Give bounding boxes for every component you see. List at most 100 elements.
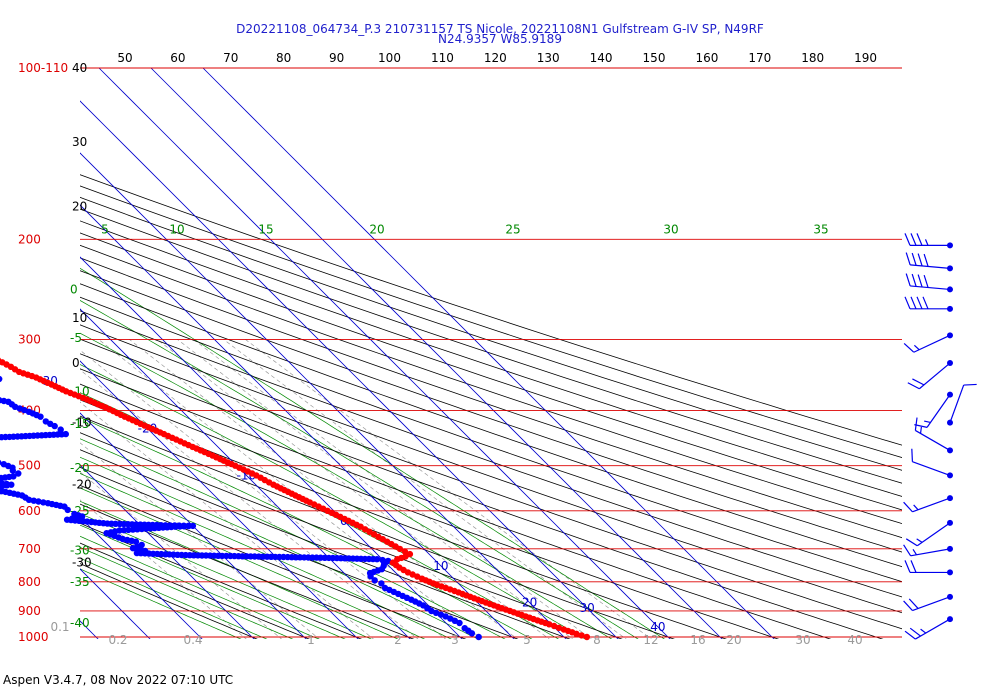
wind-barb-feather [903,343,915,353]
wind-barb [947,383,977,426]
isotherm-line [150,68,723,639]
mixing-ratio-line [177,339,574,639]
wind-barb-feather [911,273,917,287]
wind-barb-half-feather [912,548,918,556]
top-tick-label: 60 [170,51,185,65]
dry-adiabat-line [80,174,902,446]
moist-adiabat-line [80,546,294,639]
wind-barb [903,544,953,557]
dry-adiabat-line [80,383,780,639]
wind-barb-feather [911,448,914,462]
dewpoint-point [468,630,476,637]
isotherm-line [98,68,671,639]
dry-adiabat-line [80,324,902,614]
temperature-point-segment [555,624,563,631]
dewpoint-point [373,556,381,563]
wind-barb-feather [911,252,917,266]
dewpoint-point-segment [40,499,47,506]
temperature-point [396,545,404,553]
mixing-ratio-label: 0.2 [108,633,127,647]
moist-adiabat-label: 30 [663,222,678,236]
moist-adiabat-line [80,568,242,639]
moist-adiabat-label: -40 [70,616,90,630]
wind-barb-staff [912,497,951,513]
mixing-ratio-label: 2 [394,633,402,647]
pressure-label: 300 [18,332,41,346]
mixing-ratio-label: 5 [523,633,531,647]
dry-adiabat-line [80,257,902,539]
wind-barb-feather [923,274,929,288]
wind-barb [905,519,953,547]
moist-adiabat-line [80,456,479,639]
isotherm-label: 10 [433,559,448,573]
dewpoint-point [367,573,374,580]
top-tick-label: 90 [329,51,344,65]
wind-barb-staff [915,618,951,640]
dewpoint-point [37,413,44,420]
dry-adiabat-line [80,283,902,568]
wind-barb [911,448,953,479]
dry-adiabat-line [80,220,902,497]
dewpoint-point [51,422,58,430]
potential-temperature-label: 0 [72,356,80,370]
dewpoint-point-segment [432,609,440,616]
wind-barb [903,332,953,353]
dry-adiabat-line [80,449,571,639]
potential-temperature-label: 40 [72,61,87,75]
wind-barb-feather [905,538,918,547]
wind-barb-feather [909,627,921,637]
wind-barb-half-feather [916,538,923,543]
dewpoint-point [64,506,71,514]
dry-adiabat-line [80,270,902,553]
dewpoint-point [9,467,16,474]
wind-barb-feather [903,600,913,611]
wind-barb-feather [922,296,929,310]
top-tick-label: 100 [378,51,401,65]
moist-adiabat-label: 15 [258,222,273,236]
dry-adiabat-line [80,466,519,639]
isotherm-line [202,68,775,639]
isotherm-line [80,152,567,639]
moist-adiabat-line [80,513,372,639]
mixing-ratio-line [80,471,283,639]
wind-barb-staff [918,362,951,390]
wind-barb-half-feather [919,426,922,434]
dry-adiabat-line [80,185,902,458]
mixing-ratio-label: 12 [643,633,658,647]
temperature-point [394,556,401,563]
wind-barb-staff [912,596,951,612]
wind-barb-feather [903,544,912,557]
mixing-ratio-line [80,442,320,639]
isotherm-line [80,100,619,639]
wind-barb-staff [910,285,951,291]
top-tick-label: 190 [854,51,877,65]
isotherm-line [80,256,463,639]
dry-adiabat-line [80,432,623,639]
dry-adiabat-line [80,563,258,639]
temperature-point-segment [578,632,585,639]
axis-labels: 100-110200300400500600700800900100050607… [18,51,877,647]
wind-barb-feather [910,296,917,310]
wind-barb-staff [916,522,951,547]
wind-barb-half-feather [920,628,927,634]
dewpoint-point [25,496,33,503]
dry-adiabat-line [80,310,902,598]
wind-barb [904,616,953,640]
software-version-footer: Aspen V3.4.7, 08 Nov 2022 07:10 UTC [3,673,234,687]
isotherm-label: 20 [522,596,537,610]
top-tick-label: 110 [431,51,454,65]
top-tick-label: 80 [276,51,291,65]
dry-adiabat-line [80,503,415,639]
mixing-ratio-label: 40 [847,633,862,647]
mixing-ratio-line [80,349,447,639]
moist-adiabat-line [80,417,533,639]
dewpoint-point [0,375,3,383]
wind-barb-feather [923,253,929,267]
wind-barb-staff [912,461,951,476]
wind-barb [914,391,953,428]
wind-barb-feather [904,630,916,640]
isotherm-line [80,360,359,639]
mixing-ratio-label: 3 [451,633,459,647]
wind-barb-feather [916,233,923,246]
